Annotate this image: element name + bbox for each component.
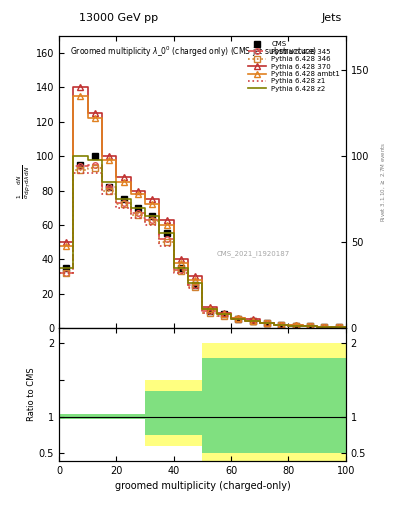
- CMS: [279, 322, 284, 328]
- CMS: [164, 230, 169, 237]
- CMS: [207, 308, 212, 314]
- Y-axis label: $\frac{1}{\sigma}\frac{\mathrm{d}N}{\mathrm{d}p_T\,\mathrm{d}\lambda\,\mathrm{d}: $\frac{1}{\sigma}\frac{\mathrm{d}N}{\mat…: [16, 165, 33, 199]
- CMS: [236, 316, 241, 323]
- Text: CMS_2021_I1920187: CMS_2021_I1920187: [217, 250, 290, 257]
- CMS: [107, 184, 112, 190]
- CMS: [264, 320, 269, 326]
- CMS: [193, 282, 198, 288]
- CMS: [308, 323, 312, 329]
- Legend: CMS, Pythia 6.428 345, Pythia 6.428 346, Pythia 6.428 370, Pythia 6.428 ambt1, P: CMS, Pythia 6.428 345, Pythia 6.428 346,…: [246, 39, 342, 94]
- CMS: [92, 153, 97, 159]
- CMS: [293, 323, 298, 329]
- CMS: [178, 265, 183, 271]
- Text: Rivet 3.1.10, $\geq$ 2.7M events: Rivet 3.1.10, $\geq$ 2.7M events: [379, 142, 387, 222]
- Line: CMS: CMS: [63, 154, 342, 330]
- CMS: [121, 196, 126, 202]
- CMS: [64, 265, 68, 271]
- CMS: [136, 205, 140, 211]
- CMS: [78, 162, 83, 168]
- X-axis label: groomed multiplicity (charged-only): groomed multiplicity (charged-only): [114, 481, 290, 491]
- CMS: [222, 311, 226, 317]
- Y-axis label: Ratio to CMS: Ratio to CMS: [27, 368, 36, 421]
- Text: 13000 GeV pp: 13000 GeV pp: [79, 13, 158, 23]
- CMS: [322, 324, 327, 330]
- CMS: [336, 324, 341, 330]
- Text: Groomed multiplicity $\lambda\_0^0$ (charged only) (CMS jet substructure): Groomed multiplicity $\lambda\_0^0$ (cha…: [70, 45, 318, 59]
- CMS: [250, 318, 255, 324]
- Text: Jets: Jets: [321, 13, 342, 23]
- CMS: [150, 213, 154, 219]
